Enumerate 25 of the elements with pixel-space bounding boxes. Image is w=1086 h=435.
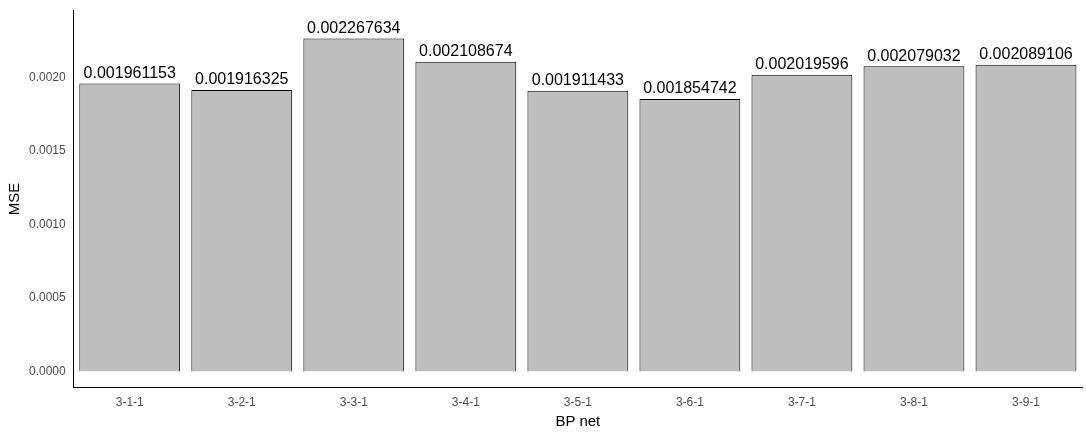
data-label: 0.002108674 bbox=[419, 42, 513, 60]
data-label: 0.002267634 bbox=[307, 18, 401, 36]
y-axis-title: MSE bbox=[5, 182, 23, 216]
y-tick-label: 0.0005 bbox=[29, 290, 67, 305]
data-label: 0.002089106 bbox=[979, 45, 1073, 63]
x-tick-label: 3-9-1 bbox=[1011, 395, 1041, 410]
x-tick-label: 3-2-1 bbox=[227, 395, 257, 410]
data-label: 0.001854742 bbox=[643, 79, 737, 97]
y-tick-label: 0.0000 bbox=[29, 363, 67, 378]
data-label: 0.001916325 bbox=[195, 70, 289, 88]
x-tick-label: 3-6-1 bbox=[675, 395, 705, 410]
data-label: 0.001961153 bbox=[83, 63, 176, 81]
data-label: 0.002079032 bbox=[867, 46, 961, 64]
x-tick-label: 3-3-1 bbox=[339, 395, 369, 410]
x-tick-label: 3-1-1 bbox=[115, 395, 145, 410]
x-tick-label: 3-4-1 bbox=[451, 395, 481, 410]
data-label: 0.001911433 bbox=[531, 71, 625, 89]
y-tick-label: 0.0010 bbox=[29, 216, 67, 231]
y-tick-label: 0.0020 bbox=[29, 70, 67, 85]
data-label: 0.002019596 bbox=[755, 55, 849, 73]
x-tick-label: 3-7-1 bbox=[787, 395, 817, 410]
x-tick-label: 3-8-1 bbox=[899, 395, 929, 410]
x-axis-title: BP net bbox=[555, 412, 602, 430]
y-tick-label: 0.0015 bbox=[29, 143, 67, 158]
x-tick-label: 3-5-1 bbox=[563, 395, 593, 410]
